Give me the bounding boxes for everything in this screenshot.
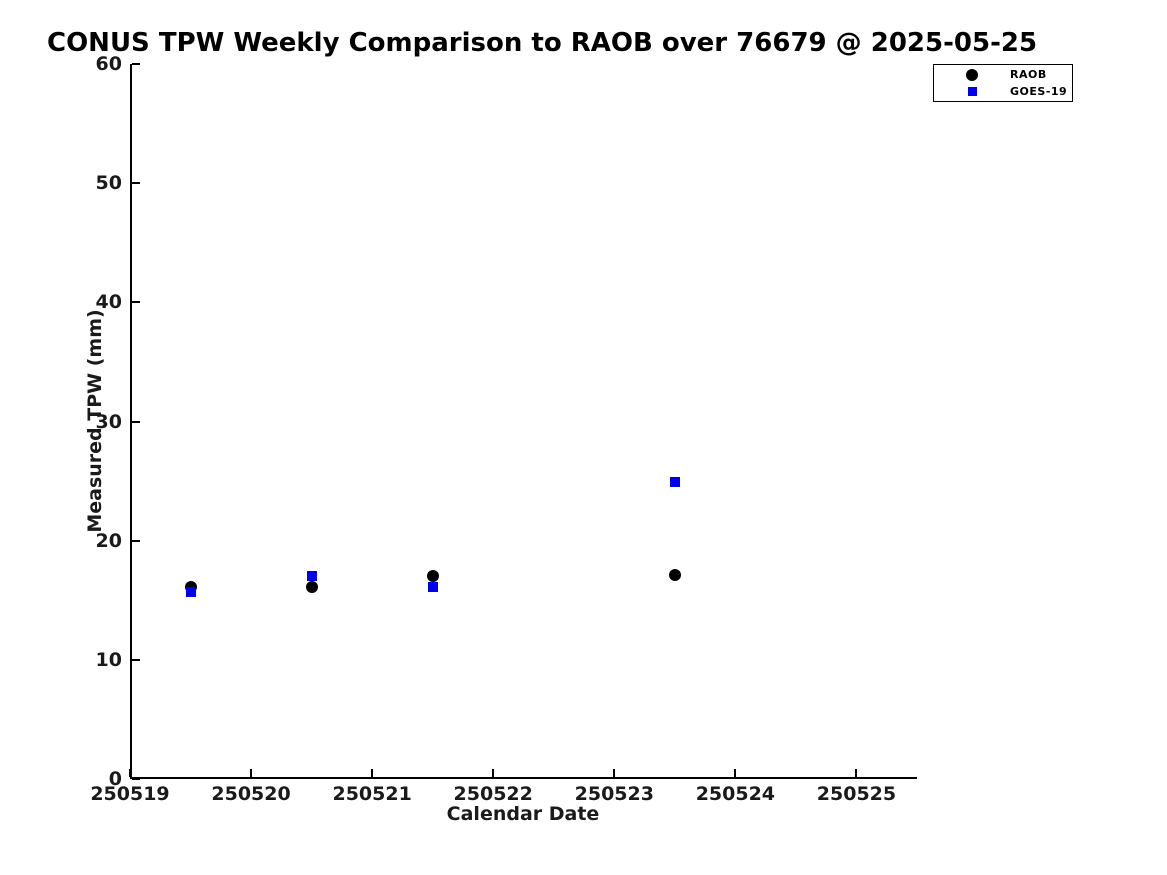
y-tick-mark <box>132 658 140 661</box>
x-tick-mark <box>613 769 616 777</box>
y-axis-spine <box>130 64 132 779</box>
x-tick-mark <box>855 769 858 777</box>
y-tick-mark <box>132 182 140 185</box>
chart-title: CONUS TPW Weekly Comparison to RAOB over… <box>47 28 1038 58</box>
x-axis-spine <box>130 777 917 779</box>
x-tick-mark <box>129 769 131 777</box>
x-tick-label: 250521 <box>332 783 412 805</box>
x-tick-label: 250522 <box>453 783 533 805</box>
data-point-goes-19 <box>427 582 438 593</box>
x-tick-label: 250525 <box>816 783 897 805</box>
y-tick-mark <box>132 301 140 304</box>
y-tick-label: 50 <box>95 172 122 195</box>
x-tick-label: 250520 <box>211 783 291 805</box>
legend-item-raob: RAOB <box>934 66 1072 83</box>
y-axis-label: Measured TPW (mm) <box>84 309 106 533</box>
legend-marker-cell <box>934 87 1010 96</box>
data-point-goes-19 <box>669 477 680 488</box>
y-tick-label: 10 <box>95 648 122 671</box>
data-point-goes-19 <box>306 571 317 582</box>
y-tick-mark <box>132 778 140 780</box>
data-point-raob <box>305 581 318 594</box>
x-tick-label: 250524 <box>695 783 776 805</box>
x-tick-mark <box>492 769 495 777</box>
y-tick-label: 60 <box>95 53 122 75</box>
data-point-goes-19 <box>185 586 196 597</box>
raob-circle-icon <box>966 68 978 81</box>
legend-label-goes19: GOES-19 <box>1010 85 1068 98</box>
data-point-raob <box>426 570 439 583</box>
legend: RAOB GOES-19 <box>933 64 1073 102</box>
y-tick-label: 30 <box>95 410 122 433</box>
y-tick-mark <box>132 539 140 542</box>
y-tick-mark <box>132 420 140 423</box>
x-tick-mark <box>250 769 253 777</box>
x-tick-label: 250523 <box>574 783 654 805</box>
plot-area: 250519 250520 250521 250522 250523 250524 2505… <box>90 53 917 805</box>
y-tick-label: 0 <box>108 768 122 790</box>
x-axis-label: Calendar Date <box>446 803 600 825</box>
x-tick-mark <box>371 769 374 777</box>
y-tick-label: 40 <box>95 291 122 314</box>
x-tick-mark <box>734 769 737 777</box>
y-tick-label: 20 <box>95 529 122 552</box>
x-tick-label: 250519 <box>90 783 170 805</box>
data-point-raob <box>668 569 681 582</box>
legend-label-raob: RAOB <box>1010 68 1047 81</box>
legend-item-goes19: GOES-19 <box>934 83 1072 100</box>
goes19-square-icon <box>967 87 977 96</box>
legend-marker-cell <box>934 68 1010 81</box>
y-tick-mark <box>132 63 140 65</box>
